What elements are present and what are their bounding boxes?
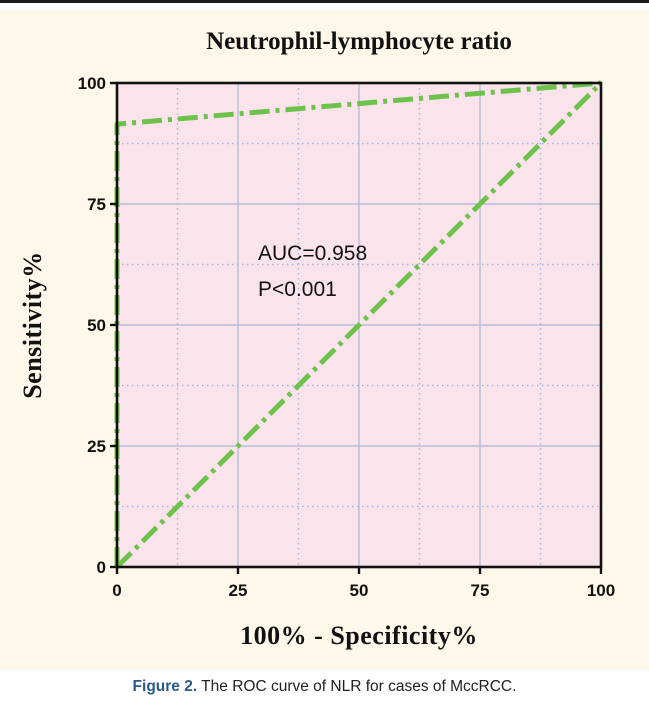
x-tick-label: 0 bbox=[112, 581, 121, 600]
p-value-annotation: P<0.001 bbox=[258, 278, 337, 301]
chart-title: Neutrophil-lymphocyte ratio bbox=[206, 28, 512, 55]
x-tick-label: 25 bbox=[229, 581, 248, 600]
y-axis-label: Sensitivity% bbox=[18, 251, 47, 399]
x-tick-label: 100 bbox=[587, 581, 615, 600]
y-tick-label: 25 bbox=[87, 437, 106, 456]
y-tick-label: 50 bbox=[87, 316, 106, 335]
figure-panel: 0 0 25 25 50 50 75 75 100 100 Neutrophil-lymphocy… bbox=[0, 10, 649, 670]
x-tick-label: 75 bbox=[471, 581, 490, 600]
roc-chart: 00 25 25 50 50 75 75 100 100 Neutrophil-lymphocy… bbox=[18, 28, 616, 650]
axes: 00 25 25 50 50 75 75 100 100 bbox=[78, 74, 616, 600]
y-tick-label: 0 bbox=[97, 558, 106, 577]
auc-annotation: AUC=0.958 bbox=[258, 242, 367, 265]
caption-text: The ROC curve of NLR for cases of MccRCC… bbox=[197, 678, 517, 695]
top-rule bbox=[0, 0, 649, 3]
reference-diagonal bbox=[115, 81, 603, 569]
x-axis-label: 100% - Specificity% bbox=[240, 621, 478, 650]
x-tick-label: 50 bbox=[350, 581, 369, 600]
y-tick-label: 100 bbox=[78, 74, 106, 93]
caption-label: Figure 2. bbox=[132, 678, 198, 695]
figure-caption: Figure 2. The ROC curve of NLR for cases… bbox=[0, 678, 649, 696]
y-tick-label: 75 bbox=[87, 195, 106, 214]
